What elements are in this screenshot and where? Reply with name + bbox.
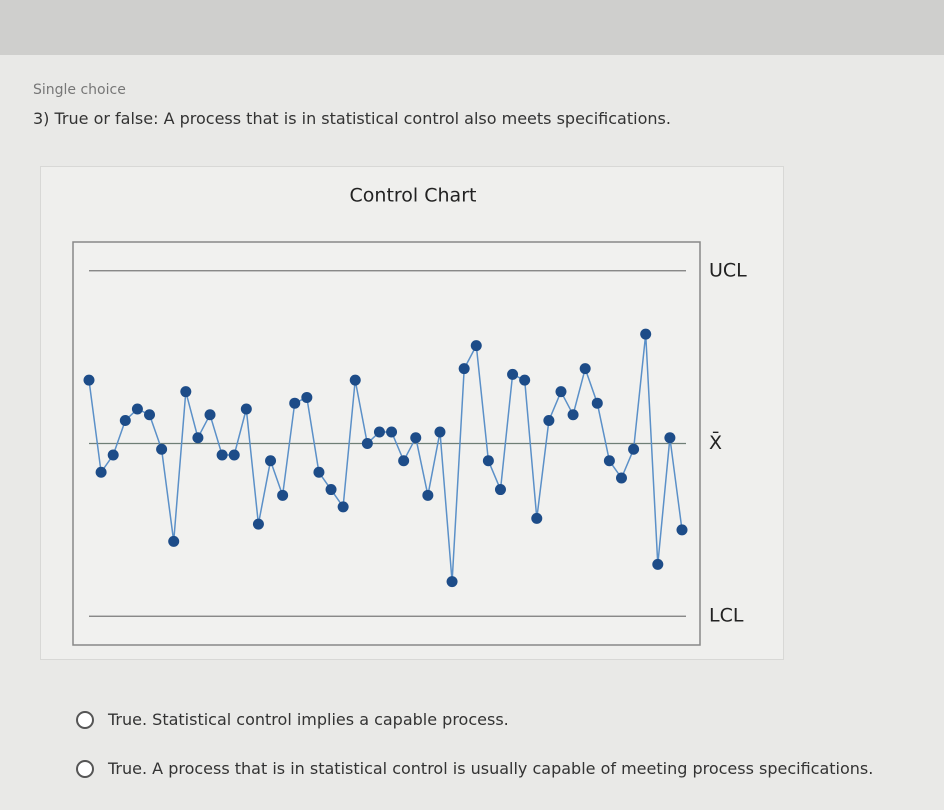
data-point bbox=[337, 501, 349, 513]
data-point bbox=[119, 414, 131, 426]
data-point bbox=[349, 374, 361, 386]
radio-button[interactable] bbox=[76, 759, 94, 778]
data-point bbox=[301, 391, 313, 403]
data-point bbox=[216, 449, 228, 461]
option[interactable]: True. A process that is in statistical c… bbox=[76, 759, 873, 778]
data-point bbox=[373, 426, 385, 438]
data-point bbox=[494, 484, 506, 496]
data-point bbox=[386, 426, 398, 438]
data-point bbox=[313, 466, 325, 478]
data-point bbox=[519, 374, 531, 386]
data-point bbox=[168, 535, 180, 547]
data-point bbox=[579, 363, 591, 375]
data-point bbox=[458, 363, 470, 375]
data-point bbox=[265, 455, 277, 467]
data-point bbox=[95, 466, 107, 478]
data-point bbox=[652, 558, 664, 570]
data-point bbox=[567, 409, 579, 421]
data-point bbox=[603, 455, 615, 467]
top-bar bbox=[0, 0, 944, 55]
control-line-label: LCL bbox=[709, 605, 744, 627]
question-kind: Single choice bbox=[33, 82, 126, 98]
data-point bbox=[482, 455, 494, 467]
data-point bbox=[555, 386, 567, 398]
data-point bbox=[640, 328, 652, 340]
data-point bbox=[361, 438, 373, 449]
data-point bbox=[204, 409, 216, 421]
data-point bbox=[507, 368, 519, 380]
data-point bbox=[83, 374, 95, 386]
option-text: True. A process that is in statistical c… bbox=[108, 759, 874, 778]
data-point bbox=[131, 403, 143, 415]
data-point bbox=[156, 443, 168, 455]
question-text: 3) True or false: A process that is in s… bbox=[33, 109, 671, 128]
data-point bbox=[107, 449, 119, 461]
data-point bbox=[422, 489, 434, 501]
data-point bbox=[240, 403, 252, 415]
data-point bbox=[228, 449, 240, 461]
data-point bbox=[676, 524, 688, 536]
data-point bbox=[470, 340, 482, 352]
data-point bbox=[325, 484, 337, 496]
data-point bbox=[289, 397, 301, 409]
data-point bbox=[277, 489, 289, 501]
data-point bbox=[591, 397, 603, 409]
chart: Control Chart UCL X̄ LCL bbox=[72, 185, 747, 646]
data-point bbox=[615, 472, 627, 484]
data-point bbox=[398, 455, 410, 467]
data-point bbox=[434, 426, 446, 438]
data-point bbox=[664, 432, 676, 444]
control-line-label: X̄ bbox=[709, 430, 722, 454]
series-line bbox=[88, 334, 683, 582]
data-point bbox=[446, 576, 458, 588]
radio-button[interactable] bbox=[76, 710, 94, 729]
option[interactable]: True. Statistical control implies a capa… bbox=[76, 710, 509, 729]
data-point bbox=[144, 409, 156, 421]
data-point bbox=[628, 443, 640, 455]
chart-title: Control Chart bbox=[350, 185, 477, 207]
data-point bbox=[543, 414, 555, 426]
data-point bbox=[192, 432, 204, 444]
data-point bbox=[180, 386, 192, 398]
data-point bbox=[252, 518, 264, 530]
option-text: True. Statistical control implies a capa… bbox=[108, 710, 509, 729]
control-line-label: UCL bbox=[709, 259, 747, 281]
data-point bbox=[531, 512, 543, 524]
data-point bbox=[410, 432, 422, 444]
